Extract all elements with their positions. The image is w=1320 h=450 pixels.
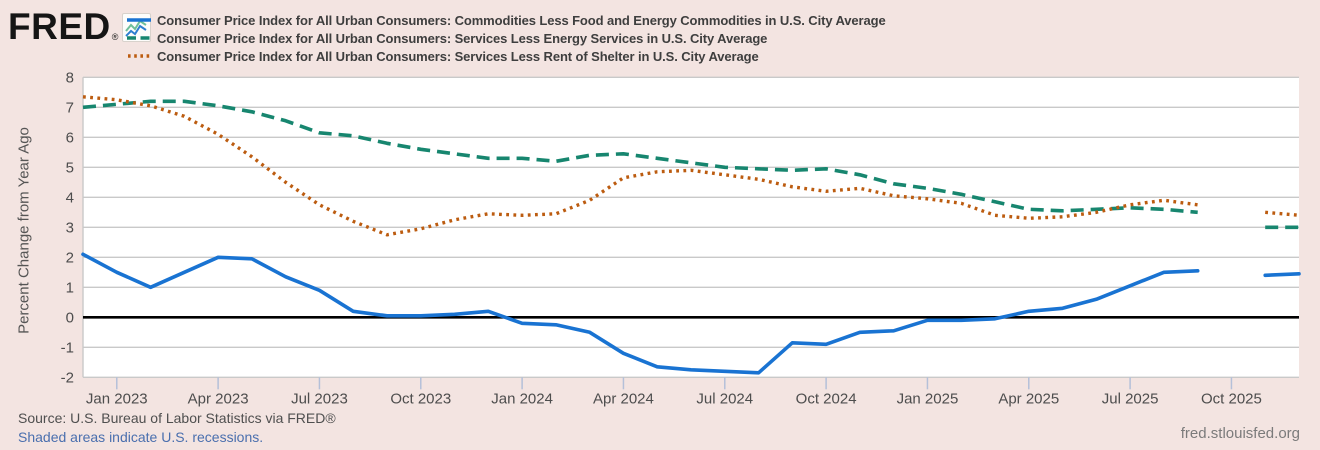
y-tick-label: 4 bbox=[66, 189, 74, 206]
y-tick-label: 3 bbox=[66, 219, 74, 236]
dotted-line-swatch bbox=[128, 54, 151, 58]
x-tick-label: Oct 2023 bbox=[390, 390, 451, 407]
x-tick-label: Oct 2025 bbox=[1201, 390, 1262, 407]
chart-footer: Source: U.S. Bureau of Labor Statistics … bbox=[18, 409, 336, 447]
solid-line-swatch bbox=[127, 18, 151, 22]
fred-url[interactable]: fred.stlouisfed.org bbox=[1180, 425, 1300, 442]
y-tick-label: 8 bbox=[66, 69, 74, 86]
y-tick-label: 1 bbox=[66, 279, 74, 296]
fred-logo-text: FRED bbox=[8, 6, 111, 47]
y-tick-label: 5 bbox=[66, 159, 74, 176]
y-tick-label: 2 bbox=[66, 249, 74, 266]
x-tick-label: Apr 2023 bbox=[188, 390, 249, 407]
series-line-dashed bbox=[82, 99, 1299, 230]
x-tick-label: Oct 2024 bbox=[796, 390, 857, 407]
legend-item-core-services: Consumer Price Index for All Urban Consu… bbox=[127, 29, 886, 47]
series-line-solid bbox=[81, 252, 1301, 375]
x-tick-label: Jul 2023 bbox=[291, 390, 348, 407]
x-tick-label: Jan 2024 bbox=[491, 390, 553, 407]
x-tick-label: Jul 2025 bbox=[1102, 390, 1159, 407]
legend-label: Consumer Price Index for All Urban Consu… bbox=[157, 48, 759, 64]
y-tick-label: 6 bbox=[66, 129, 74, 146]
legend-label: Consumer Price Index for All Urban Consu… bbox=[157, 30, 768, 46]
x-tick-label: Apr 2024 bbox=[593, 390, 654, 407]
y-tick-label: 0 bbox=[66, 309, 74, 326]
legend-label: Consumer Price Index for All Urban Consu… bbox=[157, 12, 886, 28]
legend-item-services-less-shelter: Consumer Price Index for All Urban Consu… bbox=[127, 47, 886, 65]
chart-legend: Consumer Price Index for All Urban Consu… bbox=[127, 11, 886, 65]
series-line-dotted bbox=[82, 95, 1300, 237]
y-tick-label: -1 bbox=[61, 339, 74, 356]
registered-mark: ® bbox=[111, 32, 119, 42]
dashed-line-swatch bbox=[127, 36, 151, 40]
y-tick-label: -2 bbox=[61, 369, 74, 386]
recessions-link[interactable]: Shaded areas indicate U.S. recessions. bbox=[18, 429, 264, 445]
x-tick-label: Jan 2023 bbox=[86, 390, 148, 407]
x-tick-label: Apr 2025 bbox=[998, 390, 1059, 407]
legend-item-core-goods: Consumer Price Index for All Urban Consu… bbox=[127, 11, 886, 29]
source-text: Source: U.S. Bureau of Labor Statistics … bbox=[18, 410, 336, 426]
x-tick-label: Jan 2025 bbox=[897, 390, 959, 407]
x-tick-label: Jul 2024 bbox=[696, 390, 753, 407]
y-axis-title: Percent Change from Year Ago bbox=[15, 127, 33, 334]
y-tick-label: 7 bbox=[66, 99, 74, 116]
